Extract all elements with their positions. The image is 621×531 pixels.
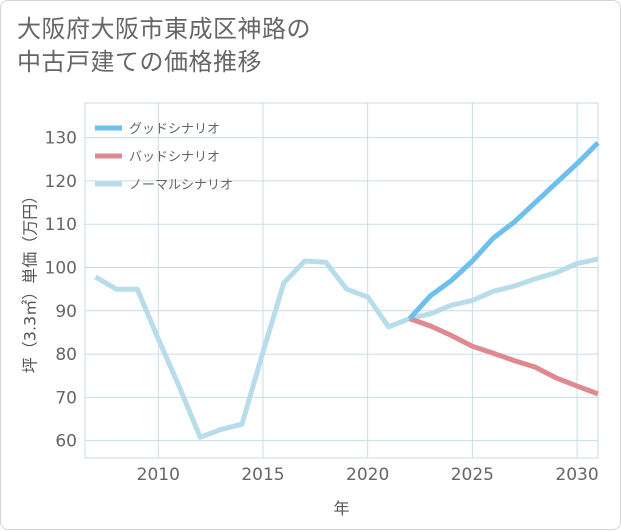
y-tick-label: 100 bbox=[45, 259, 77, 279]
legend-label: グッドシナリオ bbox=[129, 122, 220, 137]
x-tick-label: 2030 bbox=[555, 465, 598, 485]
series-line-2 bbox=[408, 316, 599, 397]
x-axis-label: 年 bbox=[333, 499, 349, 518]
y-tick-label: 90 bbox=[55, 302, 77, 322]
x-tick-label: 2020 bbox=[346, 465, 389, 485]
x-tick-label: 2010 bbox=[137, 465, 180, 485]
chart-title: 大阪府大阪市東成区神路の 中古戸建ての価格推移 bbox=[17, 15, 311, 76]
y-tick-label: 110 bbox=[45, 215, 77, 235]
y-axis-label: 坪（3.3㎡）単価（万円） bbox=[21, 188, 40, 373]
y-tick-label: 130 bbox=[45, 129, 77, 149]
legend-label: バッドシナリオ bbox=[129, 150, 220, 165]
y-tick-label: 120 bbox=[45, 172, 77, 192]
legend-label: ノーマルシナリオ bbox=[129, 178, 233, 193]
x-tick-label: 2015 bbox=[241, 465, 284, 485]
x-tick-label: 2025 bbox=[451, 465, 494, 485]
series-line-1 bbox=[407, 141, 600, 321]
y-tick-label: 80 bbox=[55, 345, 77, 365]
series-line-3 bbox=[94, 256, 599, 440]
y-tick-label: 60 bbox=[55, 432, 77, 452]
y-tick-label: 70 bbox=[55, 388, 77, 408]
